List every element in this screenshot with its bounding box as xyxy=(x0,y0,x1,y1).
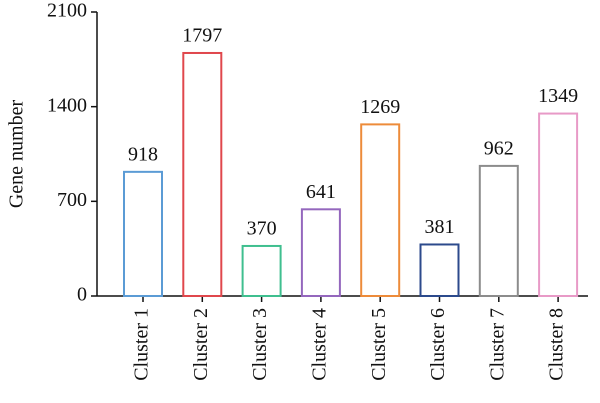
y-tick-label: 700 xyxy=(57,189,87,211)
x-tick-label: Cluster 4 xyxy=(308,308,330,381)
y-tick-label: 2100 xyxy=(47,0,87,22)
y-axis-label: Gene number xyxy=(6,100,28,209)
bar xyxy=(182,51,223,297)
x-tick-label: Cluster 7 xyxy=(486,308,508,381)
bar xyxy=(241,244,282,297)
bar xyxy=(419,243,460,298)
data-label: 918 xyxy=(128,143,158,165)
x-tick-label: Cluster 3 xyxy=(249,308,271,381)
bar xyxy=(300,208,341,297)
data-label: 1349 xyxy=(538,85,578,107)
x-tick-label: Cluster 2 xyxy=(190,308,212,381)
y-tick-label: 0 xyxy=(77,284,87,306)
bar xyxy=(478,164,519,297)
x-tick-label: Cluster 6 xyxy=(427,308,449,381)
bar xyxy=(538,112,579,297)
x-tick-label: Cluster 1 xyxy=(131,308,153,381)
data-label: 962 xyxy=(484,137,514,159)
bar xyxy=(123,170,163,297)
data-label: 1797 xyxy=(182,25,222,47)
data-label: 1269 xyxy=(360,96,400,118)
data-label: 641 xyxy=(306,181,336,203)
data-label: 370 xyxy=(247,218,277,240)
x-tick-label: Cluster 5 xyxy=(368,308,390,381)
data-label: 381 xyxy=(425,216,455,238)
bar xyxy=(360,123,401,297)
y-tick-label: 1400 xyxy=(47,94,87,116)
x-tick-label: Cluster 8 xyxy=(546,308,568,381)
